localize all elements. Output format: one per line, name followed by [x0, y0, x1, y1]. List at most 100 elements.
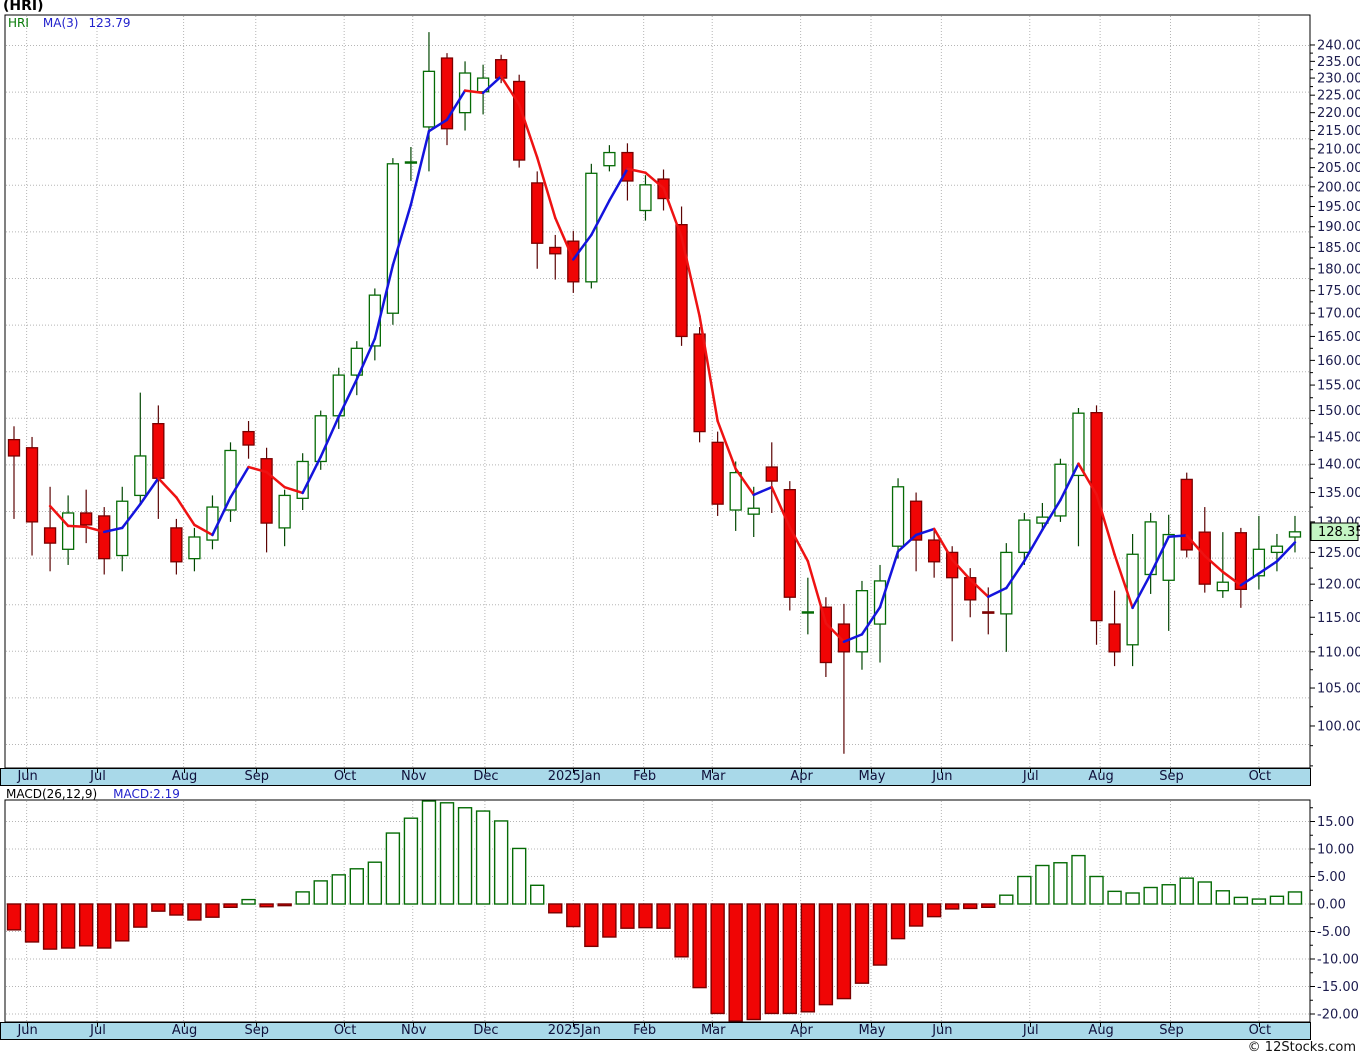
ma-segment [175, 496, 196, 527]
candle-body [188, 536, 201, 560]
month-tick [96, 1023, 98, 1027]
candle-body [531, 182, 544, 244]
macd-bar [259, 903, 274, 908]
y-axis-label: 215.00 [1317, 124, 1360, 139]
macd-bar [656, 903, 671, 929]
y-axis-label: 135.00 [1317, 486, 1360, 501]
y-axis-label: 225.00 [1317, 89, 1360, 104]
month-label: Apr [790, 1023, 813, 1038]
y-axis-label: 240.00 [1317, 38, 1360, 53]
ma-segment [590, 199, 611, 237]
y-axis-label: 210.00 [1317, 142, 1360, 157]
month-tick [344, 1023, 346, 1027]
macd-bar [403, 817, 419, 905]
ma-segment [1221, 570, 1243, 587]
macd-bar [349, 868, 364, 905]
candle-body [152, 423, 165, 479]
macd-bar [1125, 892, 1140, 905]
y-axis-label: -15.00 [1317, 980, 1359, 995]
month-tick [941, 769, 943, 773]
candle-body [639, 184, 652, 212]
ma-segment [445, 89, 467, 122]
candle-body [43, 527, 57, 544]
legend-symbol: HRI [8, 16, 29, 30]
candle-body [1090, 412, 1103, 622]
macd-bar [602, 903, 617, 938]
ma-segment [283, 485, 304, 495]
candle-body [1198, 531, 1211, 585]
candle-body [7, 438, 21, 457]
candle-body [891, 486, 905, 547]
macd-bar [223, 903, 238, 908]
candle-body [61, 512, 75, 550]
month-tick [573, 769, 575, 773]
month-tick [255, 1023, 257, 1027]
ma-segment [1275, 541, 1297, 563]
candle-body [440, 57, 454, 130]
ma-segment [247, 465, 268, 474]
last-price-badge [1310, 522, 1359, 541]
y-axis-label: 175.00 [1317, 284, 1360, 299]
macd-bar [1287, 891, 1303, 905]
macd-bar [439, 802, 455, 905]
ma-segment [301, 455, 322, 495]
candle-body [603, 151, 616, 167]
month-tick [484, 1023, 486, 1027]
price-chart-legend: HRI MA(3) 123.79 [8, 16, 130, 30]
ma-segment [1041, 498, 1062, 531]
macd-bar [493, 820, 509, 905]
ma-segment [626, 167, 647, 174]
ma-segment [698, 315, 719, 423]
candle-body [729, 471, 742, 511]
ma-segment [535, 156, 557, 220]
y-axis-label: 100.00 [1317, 719, 1360, 734]
month-tick [1029, 1023, 1031, 1027]
macd-bar [584, 903, 599, 948]
y-axis-label: 195.00 [1317, 200, 1360, 215]
macd-bar [746, 903, 761, 1021]
macd-bar [999, 894, 1014, 905]
month-tick [484, 769, 486, 773]
y-axis-label: 170.00 [1317, 307, 1360, 322]
macd-bar [728, 903, 743, 1022]
macd-bar [1071, 854, 1086, 905]
y-axis-label: 110.00 [1317, 645, 1360, 660]
candle-body [422, 70, 436, 128]
month-label: Nov [401, 1023, 427, 1038]
ma-segment [157, 477, 178, 499]
y-axis-label: 15.00 [1317, 815, 1354, 830]
price-candles [7, 32, 1302, 754]
macd-bar [818, 903, 834, 1006]
y-axis-label: 0.00 [1317, 898, 1346, 913]
ma-segment [427, 118, 449, 133]
month-tick [183, 769, 185, 773]
macd-bar [97, 903, 112, 949]
x-axis-months-bottom: Jun Jul Aug Sep Oct Nov Dec 2025Jan Feb Mar Apr May… [0, 1022, 1311, 1040]
candle-body [585, 172, 598, 283]
month-label: Jul [90, 769, 106, 784]
ma-segment [48, 504, 70, 528]
candle-body [1018, 519, 1031, 554]
macd-legend: MACD(26,12,9) MACD:2.19 [6, 787, 180, 801]
macd-bar [908, 903, 924, 927]
month-label: Dec [473, 1023, 499, 1038]
ma-segment [1149, 535, 1170, 576]
month-label: Jul [90, 1023, 106, 1038]
macd-bar [151, 903, 166, 912]
candle-body [1180, 478, 1193, 551]
month-label: Jun [932, 1023, 953, 1038]
month-label: Aug [171, 769, 198, 784]
month-label: Sep [244, 769, 269, 784]
candle-body [982, 611, 995, 614]
month-label: Jul [1022, 769, 1039, 784]
macd-bar [24, 903, 40, 943]
ma-segment [950, 558, 972, 581]
macd-bar [1251, 898, 1267, 905]
candle-body [909, 500, 923, 541]
ma-segment [968, 578, 990, 599]
macd-bar [872, 903, 888, 966]
month-label: Jul [1022, 1023, 1039, 1038]
y-axis-label: 180.00 [1317, 262, 1360, 277]
month-tick [412, 769, 414, 773]
macd-y-axis: 15.00 10.00 5.00 0.00 -5.00 -10.00 -15.00 -20.0… [1310, 807, 1359, 1022]
